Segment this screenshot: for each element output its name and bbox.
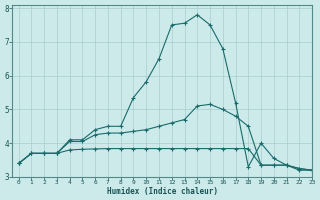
X-axis label: Humidex (Indice chaleur): Humidex (Indice chaleur) [107,187,218,196]
